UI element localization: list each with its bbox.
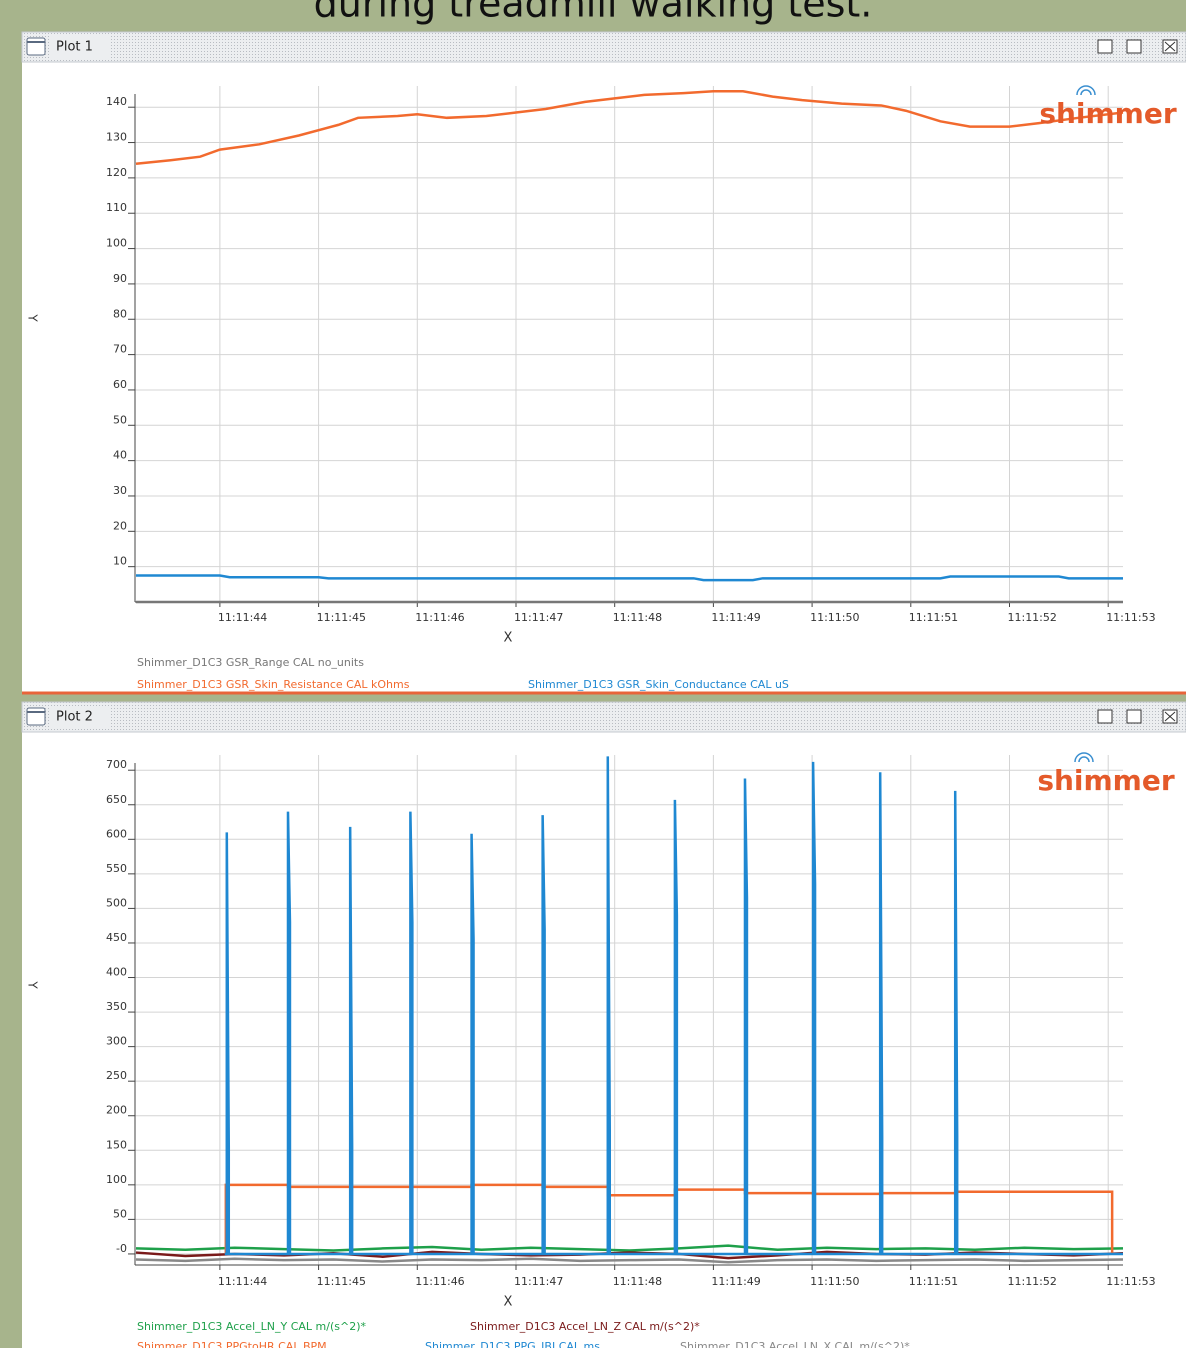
title-bg: [50, 706, 110, 728]
logo: shimmer: [1037, 764, 1175, 797]
plot-panel: [22, 702, 1186, 1348]
x-tick-label: 11:11:53: [1106, 611, 1155, 624]
legend-entry: Shimmer_D1C3 GSR_Skin_Resistance CAL kOh…: [137, 678, 410, 691]
window-icon: [26, 707, 46, 726]
y-tick-label: 120: [106, 166, 127, 179]
y-tick-label: 100: [106, 237, 127, 250]
y-tick-label: 70: [113, 343, 127, 356]
y-tick-label: 700: [106, 758, 127, 771]
y-tick-label: 400: [106, 966, 127, 979]
y-tick-label: 300: [106, 1035, 127, 1048]
y-tick-label: 100: [106, 1173, 127, 1186]
title-bg: [50, 36, 110, 58]
y-tick-label: 200: [106, 1104, 127, 1117]
x-tick-label: 11:11:49: [711, 1275, 760, 1288]
y-tick-label: 20: [113, 519, 127, 532]
plots: Plot 1 11:11:44 11:11:45 11:11:46 11:11:47 11…: [21, 31, 1186, 1352]
y-tick-label: 60: [113, 378, 127, 391]
maximize-button[interactable]: [1126, 709, 1142, 724]
x-tick-label: 11:11:45: [317, 1275, 366, 1288]
y-tick-label: 130: [106, 131, 127, 144]
x-tick-label: 11:11:46: [415, 611, 464, 624]
y-tick-label: 80: [113, 307, 127, 320]
legend-entry: Shimmer_D1C3 PPGtoHR CAL BPM: [137, 1340, 327, 1348]
y-tick-label: 250: [106, 1069, 127, 1082]
legend-entry: Shimmer_D1C3 GSR_Skin_Conductance CAL uS: [528, 678, 789, 691]
x-tick-label: 11:11:51: [909, 611, 958, 624]
series-line: [135, 1244, 1124, 1252]
legend-entry: Shimmer_D1C3 PPG_IBI CAL ms: [425, 1340, 600, 1348]
x-tick-label: 11:11:49: [711, 611, 760, 624]
logo-signal: [1074, 752, 1094, 763]
x-axis-label: X: [504, 1295, 513, 1310]
series-line: [135, 90, 1124, 165]
y-tick-label: 350: [106, 1000, 127, 1013]
y-tick-label: 110: [106, 201, 127, 214]
x-tick-label: 11:11:47: [514, 611, 563, 624]
y-tick-label: 90: [113, 272, 127, 285]
logo: shimmer: [1039, 97, 1177, 130]
plot-panel: [22, 32, 1186, 692]
x-tick-label: 11:11:51: [909, 1275, 958, 1288]
title-bar: [21, 701, 1186, 733]
y-tick-label: 30: [113, 484, 127, 497]
y-tick-label: 500: [106, 896, 127, 909]
y-tick-label: 650: [106, 793, 127, 806]
x-tick-label: 11:11:48: [613, 611, 662, 624]
series-line: [224, 756, 1123, 1256]
logo-signal: [1076, 85, 1096, 96]
maximize-button[interactable]: [1126, 39, 1142, 54]
y-tick-label: 150: [106, 1138, 127, 1151]
y-tick-label: 550: [106, 862, 127, 875]
minimize-button[interactable]: [1097, 709, 1113, 724]
x-tick-label: 11:11:53: [1106, 1275, 1155, 1288]
minimize-button[interactable]: [1097, 39, 1113, 54]
y-tick-label: 450: [106, 931, 127, 944]
x-tick-label: 11:11:50: [810, 611, 859, 624]
series-line: [135, 1257, 1124, 1264]
x-tick-label: 11:11:52: [1007, 611, 1056, 624]
x-tick-label: 11:11:52: [1007, 1275, 1056, 1288]
x-tick-label: 11:11:48: [613, 1275, 662, 1288]
logo-signal: [1078, 756, 1090, 763]
y-axis-label: Y: [26, 313, 40, 322]
close-x: [1164, 41, 1176, 52]
legend-entry: Shimmer_D1C3 Accel_LN_Z CAL m/(s^2)*: [470, 1320, 700, 1333]
logo-signal: [1080, 89, 1092, 96]
y-tick-label: -0: [116, 1242, 127, 1255]
x-tick-label: 11:11:46: [415, 1275, 464, 1288]
x-tick-label: 11:11:47: [514, 1275, 563, 1288]
x-tick-label: 11:11:44: [218, 611, 267, 624]
x-tick-label: 11:11:45: [317, 611, 366, 624]
x-axis-label: X: [504, 631, 513, 646]
y-tick-label: 50: [113, 413, 127, 426]
y-axis-label: Y: [26, 980, 40, 989]
y-tick-label: 40: [113, 449, 127, 462]
page-header: during treadmill walking test.: [314, 0, 873, 26]
y-tick-label: 140: [106, 95, 127, 108]
plot-title: Plot 2: [56, 710, 93, 725]
x-tick-label: 11:11:50: [810, 1275, 859, 1288]
series-line: [135, 574, 1123, 582]
y-tick-label: 600: [106, 827, 127, 840]
title-bar: [21, 31, 1186, 63]
y-tick-label: 10: [113, 555, 127, 568]
plot-title: Plot 1: [56, 40, 93, 55]
y-tick-label: 50: [113, 1207, 127, 1220]
window-icon: [26, 37, 46, 56]
legend-entry: Shimmer_D1C3 GSR_Range CAL no_units: [137, 656, 364, 669]
close-x: [1164, 711, 1176, 722]
legend-entry: Shimmer_D1C3 Accel_LN_Y CAL m/(s^2)*: [137, 1320, 366, 1333]
x-tick-label: 11:11:44: [218, 1275, 267, 1288]
legend-entry: Shimmer_D1C3 Accel_LN_X CAL m/(s^2)*: [680, 1340, 910, 1348]
